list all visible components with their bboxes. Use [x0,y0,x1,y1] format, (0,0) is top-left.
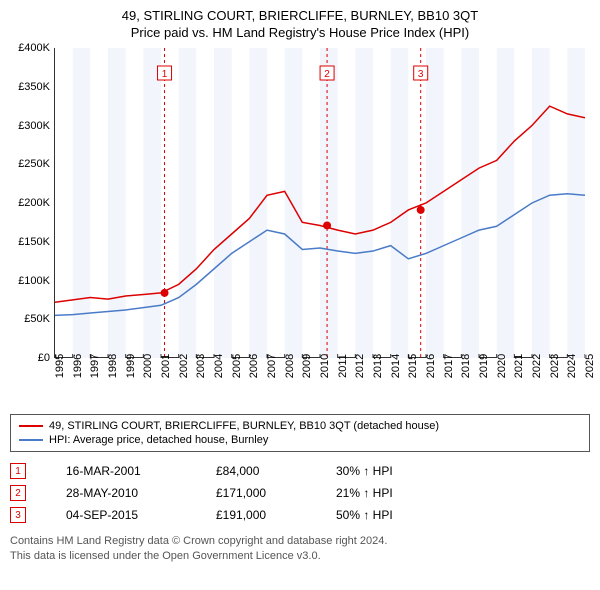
x-tick-label: 2019 [478,354,490,378]
x-tick-label: 2009 [301,354,313,378]
attribution-line1: Contains HM Land Registry data © Crown c… [10,534,590,549]
x-tick-label: 2006 [248,354,260,378]
y-axis-labels: £0£50K£100K£150K£200K£250K£300K£350K£400… [10,48,54,358]
marker-date: 16-MAR-2001 [66,464,176,478]
attribution-line2: This data is licensed under the Open Gov… [10,549,590,564]
marker-number-box: 1 [10,463,26,479]
x-tick-label: 2023 [549,354,561,378]
y-tick-label: £400K [18,42,50,54]
x-tick-label: 1997 [89,354,101,378]
x-tick-label: 2010 [319,354,331,378]
x-tick-label: 1995 [54,354,66,378]
y-tick-label: £250K [18,158,50,170]
plot-area: 1 2 3 [54,48,584,358]
x-tick-label: 2012 [354,354,366,378]
chart-subtitle: Price paid vs. HM Land Registry's House … [10,25,590,40]
marker-date: 04-SEP-2015 [66,508,176,522]
marker-date: 28-MAY-2010 [66,486,176,500]
marker-row: 3 04-SEP-2015 £191,000 50% ↑ HPI [10,504,590,526]
legend-swatch [19,425,43,427]
marker-number-box: 3 [10,507,26,523]
x-tick-label: 2000 [142,354,154,378]
y-tick-label: £200K [18,197,50,209]
x-tick-label: 2022 [531,354,543,378]
x-tick-label: 2025 [584,354,596,378]
plot-svg: 1 2 3 [55,48,585,358]
x-tick-label: 2008 [284,354,296,378]
y-tick-label: £100K [18,275,50,287]
legend-label: HPI: Average price, detached house, Burn… [49,434,268,446]
x-tick-label: 2021 [513,354,525,378]
marker-number-box: 2 [10,485,26,501]
marker-table: 1 16-MAR-2001 £84,000 30% ↑ HPI 2 28-MAY-2010… [10,460,590,526]
attribution: Contains HM Land Registry data © Crown c… [10,534,590,565]
legend-swatch [19,439,43,441]
marker-diff: 30% ↑ HPI [336,464,436,478]
chart-title: 49, STIRLING COURT, BRIERCLIFFE, BURNLEY… [10,8,590,23]
legend-item: HPI: Average price, detached house, Burn… [19,433,581,447]
marker-diff: 50% ↑ HPI [336,508,436,522]
x-tick-label: 2024 [566,354,578,378]
chart-container: 49, STIRLING COURT, BRIERCLIFFE, BURNLEY… [0,0,600,575]
y-tick-label: £350K [18,81,50,93]
x-tick-label: 1999 [125,354,137,378]
y-tick-label: £300K [18,120,50,132]
x-tick-label: 2003 [195,354,207,378]
x-tick-label: 2017 [443,354,455,378]
x-tick-label: 2015 [407,354,419,378]
svg-text:1: 1 [162,69,168,80]
x-tick-label: 2016 [425,354,437,378]
y-tick-label: £150K [18,236,50,248]
x-tick-label: 1998 [107,354,119,378]
y-tick-label: £0 [38,352,50,364]
svg-text:2: 2 [324,69,330,80]
x-tick-label: 2011 [337,354,349,378]
marker-price: £171,000 [216,486,296,500]
x-tick-label: 2018 [460,354,472,378]
marker-diff: 21% ↑ HPI [336,486,436,500]
legend: 49, STIRLING COURT, BRIERCLIFFE, BURNLEY… [10,414,590,452]
y-tick-label: £50K [24,313,50,325]
chart-area: £0£50K£100K£150K£200K£250K£300K£350K£400… [10,48,590,408]
x-tick-label: 2001 [160,354,172,378]
x-axis-labels: 1995199619971998199920002001200220032004… [54,362,584,408]
marker-row: 1 16-MAR-2001 £84,000 30% ↑ HPI [10,460,590,482]
x-tick-label: 2005 [231,354,243,378]
x-tick-label: 2004 [213,354,225,378]
x-tick-label: 2020 [496,354,508,378]
legend-label: 49, STIRLING COURT, BRIERCLIFFE, BURNLEY… [49,420,439,432]
marker-row: 2 28-MAY-2010 £171,000 21% ↑ HPI [10,482,590,504]
x-tick-label: 2014 [390,354,402,378]
x-tick-label: 2013 [372,354,384,378]
x-tick-label: 1996 [72,354,84,378]
x-tick-label: 2002 [178,354,190,378]
x-tick-label: 2007 [266,354,278,378]
svg-text:3: 3 [418,69,424,80]
legend-item: 49, STIRLING COURT, BRIERCLIFFE, BURNLEY… [19,419,581,433]
marker-price: £191,000 [216,508,296,522]
marker-price: £84,000 [216,464,296,478]
